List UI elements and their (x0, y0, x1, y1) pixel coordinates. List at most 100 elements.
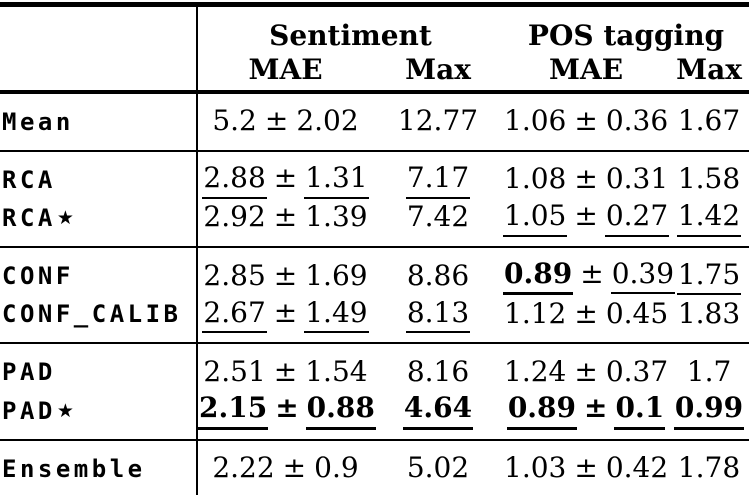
cell-pos-mae: 0.89 ±0.1 (503, 391, 670, 441)
row-conf: CONF 2.85 ±1.69 8.86 0.89 ±0.39 1.75 (0, 247, 749, 296)
value: 1.49 (304, 297, 369, 334)
value: 0.39 (610, 259, 676, 295)
value: 7.42 (406, 200, 470, 234)
cell-pos-mae: 1.08 ±0.31 (503, 151, 669, 199)
plus-minus-sign: ± (273, 161, 298, 195)
subheader-sentiment-mae: MAE (197, 52, 373, 94)
value: 0.36 (605, 104, 669, 138)
plus-minus-sign: ± (273, 354, 298, 388)
cell-sentiment-max: 5.02 (373, 439, 504, 495)
value: 0.42 (605, 451, 669, 485)
cell-pos-max: 1.75 (669, 247, 749, 295)
row-label-text: Ensemble (2, 454, 146, 483)
row-label: CONF_CALIB (0, 295, 198, 345)
cell-sentiment-mae: 2.92 ±1.39 (197, 199, 373, 248)
cell-sentiment-max: 8.86 (373, 247, 503, 295)
row-pad-star: PAD★ 2.15 ±0.88 4.64 0.89 ±0.1 0.99 (0, 391, 749, 441)
cell-sentiment-max: 7.42 (373, 199, 504, 248)
value: 5.2 (212, 104, 257, 138)
value: 1.75 (676, 259, 742, 295)
value: 12.77 (397, 104, 479, 138)
header-group-row: Sentiment POS tagging (0, 2, 749, 94)
cell-sentiment-max: 7.17 (373, 151, 503, 199)
cell-sentiment-max: 8.13 (373, 295, 504, 345)
row-label: PAD★ (0, 391, 198, 441)
value: 2.22 (212, 451, 275, 485)
plus-minus-sign: ± (273, 258, 298, 292)
cell-pos-mae: 1.05 ±0.27 (503, 199, 670, 248)
value: 0.9 (314, 451, 359, 485)
plus-minus-sign: ± (273, 200, 298, 234)
value: 1.67 (677, 104, 741, 138)
cell-sentiment-max: 12.77 (373, 92, 504, 152)
row-pad: PAD 2.51 ±1.54 8.16 1.24 ±0.37 1.7 (0, 343, 749, 392)
cell-sentiment-mae: 2.67 ±1.49 (197, 295, 373, 345)
value: 0.31 (605, 162, 669, 196)
value: 0.1 (614, 393, 666, 430)
row-label-text: RCA (2, 166, 56, 194)
value: 0.88 (305, 393, 376, 430)
value: 1.69 (305, 258, 368, 292)
plus-minus-sign: ± (574, 162, 598, 196)
cell-sentiment-mae: 2.22 ±0.9 (197, 439, 373, 495)
value: 7.17 (405, 163, 471, 199)
plus-minus-sign: ± (574, 296, 598, 330)
cell-pos-mae: 1.12 ±0.45 (503, 295, 670, 345)
value: 1.39 (305, 200, 368, 234)
cell-pos-max: 1.67 (669, 92, 749, 152)
header-corner-cell (0, 2, 198, 94)
cell-pos-max: 0.99 (669, 391, 749, 441)
row-label: PAD (0, 343, 198, 392)
row-label-text: RCA (2, 204, 56, 232)
value: 1.31 (304, 163, 369, 199)
header-subcol-row: MAE Max MAE Max (0, 52, 749, 94)
header-group-pos-tagging: POS tagging (503, 2, 749, 52)
value: 8.86 (406, 258, 470, 292)
value: 1.06 (504, 104, 567, 138)
plus-minus-sign: ± (574, 451, 598, 485)
cell-pos-max: 1.58 (669, 151, 749, 199)
plus-minus-sign: ± (574, 354, 598, 388)
plus-minus-sign: ± (584, 391, 608, 425)
value: 2.67 (202, 297, 267, 334)
value: 1.05 (503, 201, 568, 237)
value: 8.16 (406, 354, 470, 388)
cell-sentiment-max: 8.16 (373, 343, 503, 391)
row-rca: RCA 2.88 ±1.31 7.17 1.08 ±0.31 1.58 (0, 151, 749, 199)
cell-pos-mae: 1.24 ±0.37 (503, 343, 669, 391)
cell-sentiment-mae: 5.2 ±2.02 (197, 92, 373, 152)
value: 2.51 (203, 354, 266, 388)
value: 1.78 (677, 451, 741, 485)
subheader-pos-max: Max (669, 52, 749, 94)
value: 1.03 (504, 451, 567, 485)
value: 2.15 (198, 393, 269, 430)
value: 5.02 (406, 451, 470, 485)
value: 0.99 (673, 393, 745, 430)
subheader-pos-mae: MAE (503, 52, 670, 94)
row-label-text: CONF (2, 262, 74, 291)
plus-minus-sign: ± (574, 199, 598, 233)
cell-pos-mae: 1.03 ±0.42 (503, 439, 670, 495)
value: 2.88 (202, 163, 267, 199)
plus-minus-sign: ± (574, 104, 598, 138)
row-label: CONF (0, 247, 198, 296)
value: 1.54 (305, 354, 368, 388)
value: 8.13 (405, 297, 471, 334)
star-icon: ★ (56, 399, 74, 422)
cell-pos-max: 1.83 (669, 295, 749, 345)
value: 1.24 (504, 354, 567, 388)
cell-pos-max: 1.42 (669, 199, 749, 248)
value: 0.37 (605, 354, 669, 388)
cell-pos-mae: 1.06 ±0.36 (503, 92, 670, 152)
value: 0.89 (506, 393, 578, 430)
cell-sentiment-mae: 2.85 ±1.69 (197, 247, 373, 295)
row-conf-calib: CONF_CALIB 2.67 ±1.49 8.13 1.12 ±0.45 1.83 (0, 295, 749, 345)
row-rca-star: RCA★ 2.92 ±1.39 7.42 1.05 ±0.27 1.42 (0, 199, 749, 248)
cell-sentiment-mae: 2.15 ±0.88 (197, 391, 376, 441)
star-icon: ★ (56, 207, 74, 229)
value: 0.27 (604, 201, 670, 237)
value: 1.58 (677, 162, 741, 196)
cell-pos-max: 1.78 (669, 439, 749, 495)
